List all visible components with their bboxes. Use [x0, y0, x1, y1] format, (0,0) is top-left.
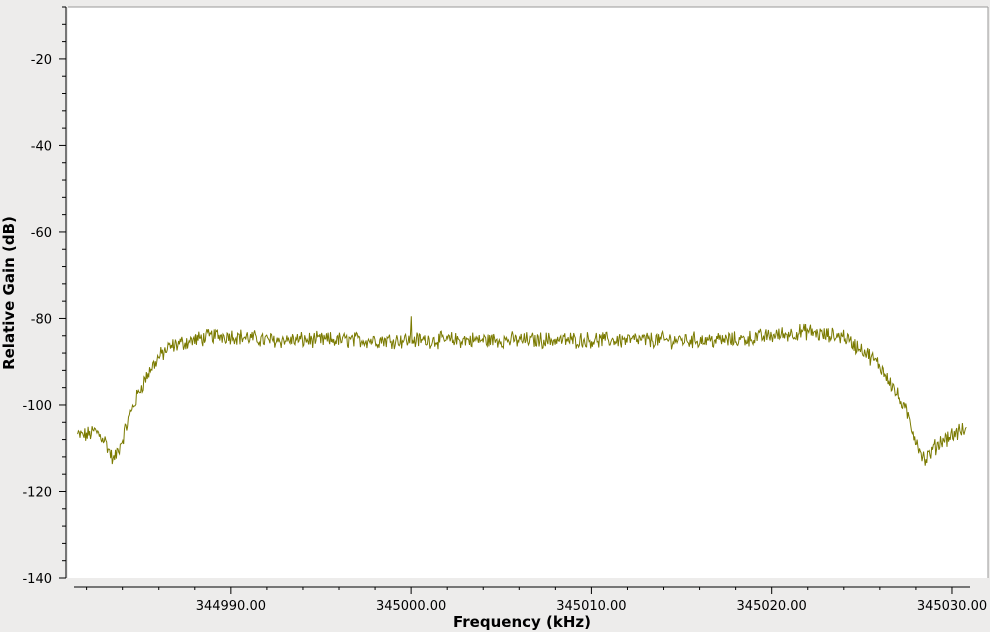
y-tick-label: -20: [31, 53, 52, 68]
y-tick-label: -140: [22, 572, 52, 587]
x-tick-label: 344990.00: [196, 599, 266, 614]
x-tick-label: 345020.00: [737, 599, 807, 614]
x-tick-label: 345010.00: [556, 599, 626, 614]
plot-area: [68, 7, 988, 578]
x-axis-ticks: 344990.00 345000.00 345010.00 345020.00 3450…: [86, 587, 987, 614]
x-axis-title: Frequency (kHz): [453, 613, 591, 631]
y-tick-label: -60: [31, 226, 52, 241]
y-tick-label: -120: [22, 485, 52, 500]
y-tick-label: -80: [31, 312, 52, 327]
y-axis-ticks: -20 -40 -60 -80 -100 -120 -140: [22, 6, 66, 587]
x-tick-label: 345030.00: [917, 599, 987, 614]
series-line: [77, 316, 967, 466]
y-tick-label: -100: [22, 399, 52, 414]
y-tick-label: -40: [31, 139, 52, 154]
y-axis-title: Relative Gain (dB): [0, 216, 18, 370]
x-tick-label: 345000.00: [376, 599, 446, 614]
